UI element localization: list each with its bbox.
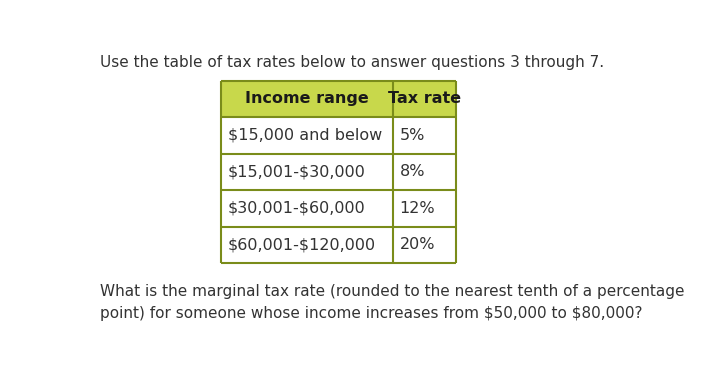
Text: $15,000 and below: $15,000 and below [228,128,382,143]
Text: 12%: 12% [399,201,435,216]
Text: $30,001-$60,000: $30,001-$60,000 [228,201,366,216]
Polygon shape [221,226,456,263]
Text: Use the table of tax rates below to answer questions 3 through 7.: Use the table of tax rates below to answ… [100,55,604,70]
Text: point) for someone whose income increases from $50,000 to $80,000?: point) for someone whose income increase… [100,306,643,321]
Text: Tax rate: Tax rate [388,91,461,106]
Text: Income range: Income range [245,91,369,106]
Text: 5%: 5% [399,128,425,143]
Polygon shape [221,190,456,226]
Text: What is the marginal tax rate (rounded to the nearest tenth of a percentage: What is the marginal tax rate (rounded t… [100,284,684,299]
Polygon shape [221,154,456,190]
Text: $15,001-$30,000: $15,001-$30,000 [228,164,366,179]
Polygon shape [221,81,456,117]
Polygon shape [221,117,456,154]
Text: $60,001-$120,000: $60,001-$120,000 [228,237,376,252]
Text: 8%: 8% [399,164,425,179]
Text: 20%: 20% [399,237,435,252]
